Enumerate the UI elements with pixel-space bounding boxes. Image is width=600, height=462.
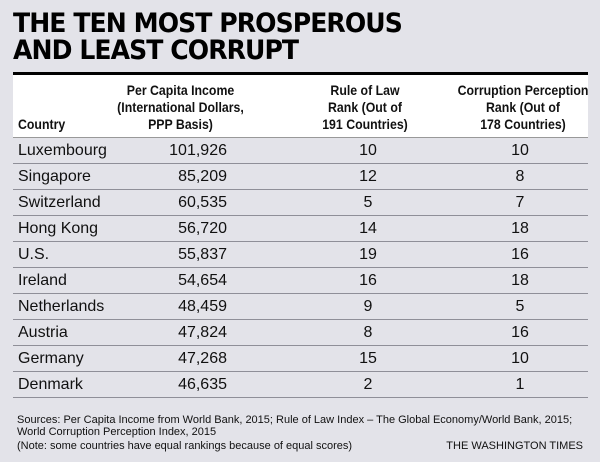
table-row: Netherlands 48,459 9 5 <box>13 294 588 320</box>
cell-rule-of-law: 5 <box>363 194 373 211</box>
header-line: Corruption Perception <box>457 82 589 98</box>
note: (Note: some countries have equal ranking… <box>17 440 353 452</box>
cell-corruption: 10 <box>511 142 529 159</box>
title-divider <box>13 72 588 75</box>
header-line: Rank (Out of <box>328 99 402 115</box>
header-corruption: Corruption Perception Rank (Out of 178 C… <box>439 82 600 133</box>
cell-corruption: 7 <box>515 194 525 211</box>
cell-income: 56,720 <box>178 220 227 237</box>
cell-corruption: 16 <box>511 324 529 341</box>
cell-income: 54,654 <box>178 272 227 289</box>
cell-corruption: 10 <box>511 350 529 367</box>
header-line: Rank (Out of <box>486 99 560 115</box>
header-rule-of-law: Rule of Law Rank (Out of 191 Countries) <box>286 82 444 133</box>
table-body: Luxembourg 101,926 10 10 Singapore 85,209 12 8 S… <box>13 138 588 398</box>
cell-corruption: 8 <box>515 168 525 185</box>
sources: Sources: Per Capita Income from World Ba… <box>17 414 573 438</box>
table-row: Denmark 46,635 2 1 <box>13 372 588 398</box>
cell-rule-of-law: 15 <box>359 350 377 367</box>
cell-country: Germany <box>18 350 84 367</box>
table-row: Austria 47,824 8 16 <box>13 320 588 346</box>
table-row: Singapore 85,209 12 8 <box>13 164 588 190</box>
table-row: Switzerland 60,535 5 7 <box>13 190 588 216</box>
cell-corruption: 16 <box>511 246 529 263</box>
cell-income: 47,824 <box>178 324 227 341</box>
cell-country: Denmark <box>18 376 83 393</box>
header-line: 178 Countries) <box>480 116 566 132</box>
cell-corruption: 18 <box>511 220 529 237</box>
cell-country: Switzerland <box>18 194 101 211</box>
cell-income: 47,268 <box>178 350 227 367</box>
cell-rule-of-law: 2 <box>363 376 373 393</box>
header-income: Per Capita Income (International Dollars… <box>104 82 258 133</box>
header-line: PPP Basis) <box>148 116 213 132</box>
cell-country: Austria <box>18 324 68 341</box>
page-title: THE TEN MOST PROSPEROUS AND LEAST CORRUP… <box>13 8 403 66</box>
title-line-2: AND LEAST CORRUPT <box>13 35 299 66</box>
title-line-1: THE TEN MOST PROSPEROUS <box>13 8 403 39</box>
cell-country: Netherlands <box>18 298 105 315</box>
table-row: Germany 47,268 15 10 <box>13 346 588 372</box>
header-line: (International Dollars, <box>117 99 244 115</box>
cell-corruption: 5 <box>515 298 525 315</box>
cell-corruption: 18 <box>511 272 529 289</box>
header-line: 191 Countries) <box>322 116 408 132</box>
cell-country: Ireland <box>18 272 67 289</box>
table-row: Ireland 54,654 16 18 <box>13 268 588 294</box>
cell-corruption: 1 <box>515 376 525 393</box>
cell-rule-of-law: 12 <box>359 168 377 185</box>
table-header: Country Per Capita Income (International… <box>13 75 588 138</box>
header-line: Per Capita Income <box>126 82 235 98</box>
brand-credit: THE WASHINGTON TIMES <box>446 440 583 452</box>
cell-income: 46,635 <box>178 376 227 393</box>
cell-rule-of-law: 10 <box>359 142 377 159</box>
header-country: Country <box>18 116 66 132</box>
cell-rule-of-law: 8 <box>363 324 373 341</box>
cell-country: Hong Kong <box>18 220 99 237</box>
table-row: U.S. 55,837 19 16 <box>13 242 588 268</box>
table-row: Luxembourg 101,926 10 10 <box>13 138 588 164</box>
cell-income: 48,459 <box>178 298 227 315</box>
cell-country: U.S. <box>18 246 50 263</box>
cell-rule-of-law: 19 <box>359 246 377 263</box>
cell-rule-of-law: 14 <box>359 220 377 237</box>
cell-country: Luxembourg <box>18 142 107 159</box>
cell-income: 101,926 <box>169 142 227 159</box>
cell-income: 55,837 <box>178 246 227 263</box>
cell-income: 85,209 <box>178 168 227 185</box>
cell-income: 60,535 <box>178 194 227 211</box>
cell-rule-of-law: 9 <box>363 298 373 315</box>
cell-rule-of-law: 16 <box>359 272 377 289</box>
cell-country: Singapore <box>18 168 91 185</box>
header-line: Rule of Law <box>330 82 400 98</box>
table-row: Hong Kong 56,720 14 18 <box>13 216 588 242</box>
